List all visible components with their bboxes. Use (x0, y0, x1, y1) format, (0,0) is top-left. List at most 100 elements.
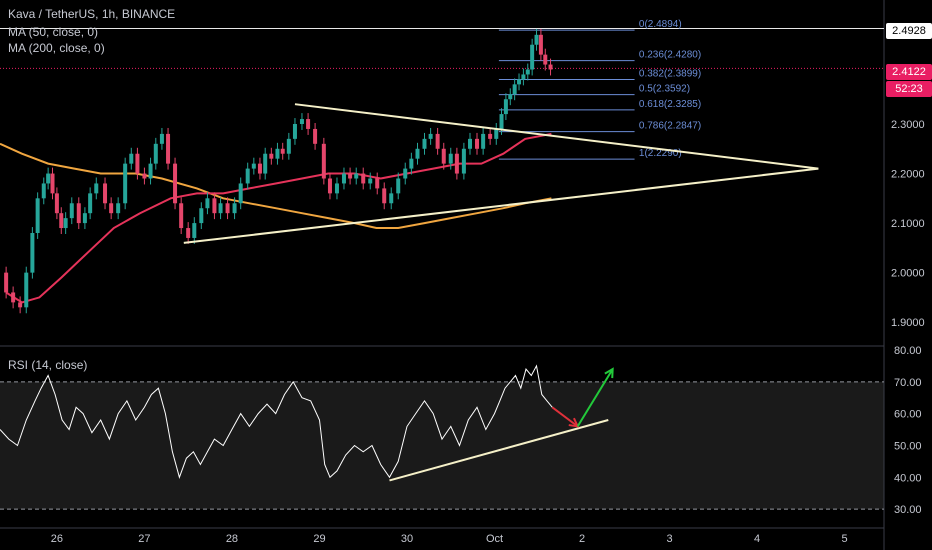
time-axis-tick: 5 (842, 533, 848, 545)
candle-body (30, 233, 35, 273)
candle-body (232, 203, 237, 214)
candle-body (251, 163, 256, 169)
time-axis-tick: 30 (401, 533, 413, 545)
candle-body (341, 173, 346, 184)
candle-body (321, 143, 326, 179)
candle-body (245, 168, 250, 184)
candle-body (448, 153, 453, 164)
rsi-axis-tick: 40.00 (894, 472, 922, 484)
candle-body (179, 203, 184, 229)
candle-body (153, 143, 158, 164)
candle-body (35, 198, 40, 233)
candle-body (481, 133, 486, 149)
candle-body (159, 133, 164, 144)
candle-body (306, 119, 311, 129)
fib-level-label: 0.786(2.2847) (639, 121, 701, 132)
candle-body (218, 203, 223, 214)
ma200-legend[interactable]: MA (200, close, 0) (8, 41, 105, 55)
candle-body (396, 178, 401, 194)
candle-body (76, 203, 81, 224)
candle-body (129, 153, 134, 164)
candle-body (415, 148, 420, 159)
fib-level-label: 0.5(2.3592) (639, 84, 690, 95)
candle-body (382, 188, 387, 204)
candle-body (263, 153, 268, 174)
rsi-axis-tick: 70.00 (894, 377, 922, 389)
candle-body (135, 153, 140, 174)
candle-body (212, 198, 217, 214)
candle-body (59, 213, 64, 229)
candle-body (116, 203, 121, 214)
countdown-tag: 52:23 (886, 81, 932, 97)
candle-body (354, 173, 359, 179)
candle-body (348, 173, 353, 179)
candle-body (368, 178, 373, 184)
fib-level-label: 0.618(2.3285) (639, 99, 701, 110)
candle-body (508, 94, 513, 100)
triangle-upper-trendline (294, 103, 819, 170)
candle-body (461, 148, 466, 174)
candle-body (389, 193, 394, 204)
candle-body (41, 183, 46, 199)
candle-body (327, 178, 332, 194)
rsi-line (0, 364, 553, 479)
candle-body (403, 168, 408, 179)
candle-body (103, 183, 108, 204)
candle-body (50, 173, 55, 194)
candle-body (225, 203, 230, 214)
candle-body (192, 223, 197, 238)
candle-body (257, 163, 262, 174)
candle-body (361, 173, 366, 184)
price-axis-tick: 2.2000 (891, 169, 925, 181)
candle-body (468, 138, 473, 149)
symbol-legend[interactable]: Kava / TetherUS, 1h, BINANCE (8, 7, 176, 21)
candle-body (313, 128, 318, 144)
candle-body (11, 292, 16, 303)
rsi-up-arrow-head (604, 367, 614, 379)
top-line-price-tag: 2.4928 (886, 23, 932, 39)
rsi-legend[interactable]: RSI (14, close) (8, 358, 88, 372)
time-axis-tick: 27 (138, 533, 150, 545)
rsi-down-arrow-shaft (551, 406, 579, 428)
candle-body (82, 213, 87, 224)
candle-body (375, 178, 380, 189)
time-axis-tick: Oct (486, 533, 503, 545)
candle-body (521, 74, 526, 80)
candle-body (205, 198, 210, 209)
candle-body (475, 138, 480, 149)
candle-body (517, 79, 522, 85)
candle-body (538, 34, 543, 55)
fib-level-label: 0(2.4894) (639, 19, 682, 30)
candle-body (69, 203, 74, 219)
candle-body (543, 54, 548, 65)
candle-body (109, 203, 114, 214)
price-axis-tick: 2.3000 (891, 119, 925, 131)
candle-body (454, 153, 459, 174)
fib-level-label: 1(2.2290) (639, 148, 682, 159)
candle-body (94, 183, 99, 194)
candle-body (280, 148, 285, 154)
candle-body (499, 114, 504, 129)
candle-body (269, 153, 274, 159)
last-price-tag: 2.4122 (886, 64, 932, 80)
candle-body (24, 272, 29, 308)
candle-body (186, 228, 191, 238)
candle-body (18, 302, 23, 308)
time-axis-tick: 26 (51, 533, 63, 545)
rsi-axis-tick: 80.00 (894, 345, 922, 357)
candle-body (512, 84, 517, 95)
ma50-line (5, 132, 552, 304)
candle-body (148, 163, 153, 179)
ma200-line (0, 142, 552, 229)
candle-body (488, 133, 493, 139)
rsi-trendline (389, 419, 609, 482)
candle-body (238, 183, 243, 204)
ma50-legend[interactable]: MA (50, close, 0) (8, 25, 99, 39)
candle-body (166, 133, 171, 164)
triangle-lower-trendline (183, 167, 819, 244)
candle-body (548, 64, 553, 70)
candle-body (292, 124, 297, 139)
candle-body (54, 193, 59, 214)
fib-level-label: 0.236(2.4280) (639, 50, 701, 61)
